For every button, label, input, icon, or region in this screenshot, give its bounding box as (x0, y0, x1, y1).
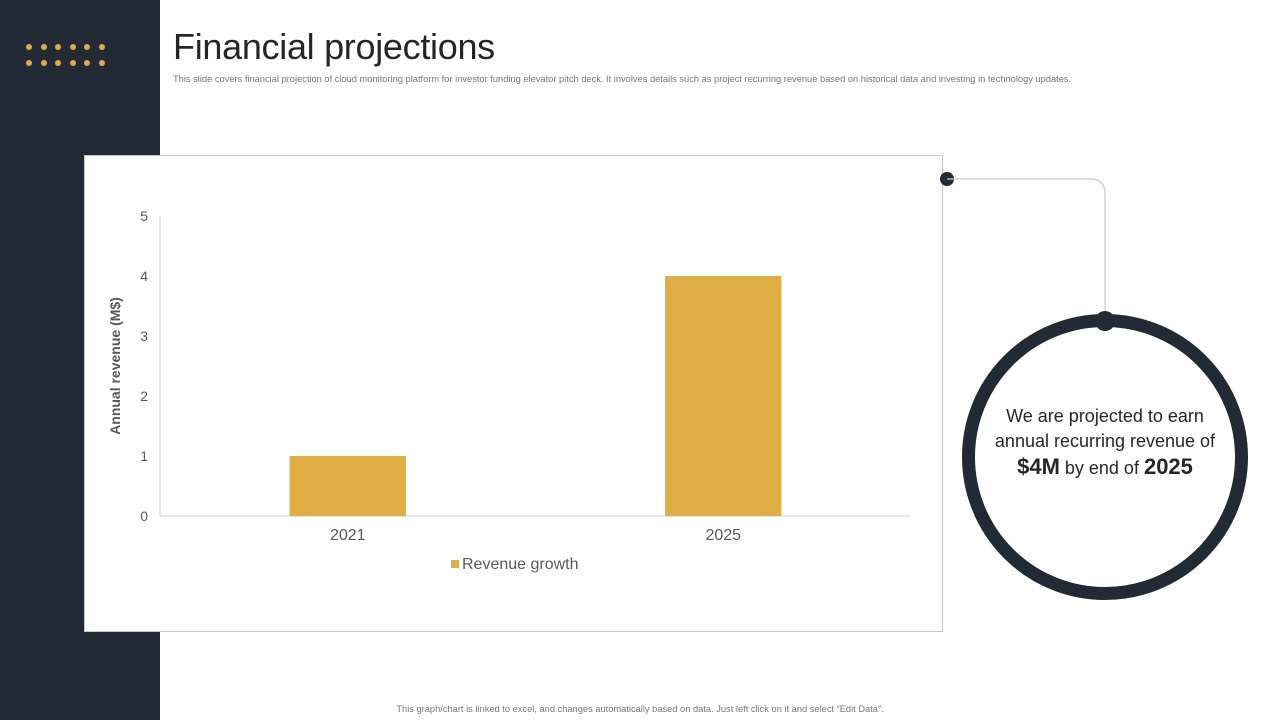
y-tick-label: 3 (140, 328, 148, 344)
callout-text: We are projected to earn annual recurrin… (992, 404, 1218, 481)
decorative-dot (40, 60, 47, 66)
legend-swatch (451, 560, 459, 568)
decorative-dot (26, 60, 32, 66)
decorative-dot (84, 44, 90, 50)
revenue-chart-svg: 0 1 2 3 4 5 Annual revenue (M$) 2021 2025 Revenue… (107, 208, 911, 573)
revenue-chart[interactable]: 0 1 2 3 4 5 Annual revenue (M$) 2021 2025 Revenue… (84, 155, 943, 632)
x-tick-label: 2025 (705, 527, 741, 544)
x-tick-label: 2021 (330, 527, 366, 544)
decorative-dot (55, 44, 61, 50)
y-tick-label: 1 (140, 448, 148, 464)
footer-note-text: This graph/chart is linked to excel, and… (396, 704, 884, 714)
connector-line (947, 178, 1106, 320)
decorative-dot (84, 60, 90, 66)
decorative-dot (55, 60, 61, 66)
y-tick-label: 5 (140, 208, 148, 224)
y-axis-title: Annual revenue (M$) (107, 297, 123, 435)
y-tick-label: 4 (140, 268, 148, 284)
y-tick-label: 0 (140, 508, 148, 524)
callout-text-part-2: by end of (1059, 458, 1144, 478)
footer-note: This graph/chart is linked to excel, and… (0, 704, 1280, 714)
callout-year: 2025 (1143, 454, 1193, 479)
decorative-dot (69, 60, 76, 66)
decorative-dot (26, 44, 32, 50)
callout-amount: $4M (1017, 454, 1060, 479)
decorative-dots (26, 44, 110, 70)
decorative-dot (69, 44, 76, 50)
decorative-dot (98, 44, 105, 50)
callout-ring-dot (1095, 311, 1115, 331)
decorative-dot (40, 44, 47, 50)
callout-connector (940, 172, 1106, 320)
legend-label: Revenue growth (462, 556, 579, 573)
bar-2025 (665, 276, 782, 516)
page-title: Financial projections (173, 26, 495, 67)
page-subtitle: This slide covers financial projection o… (173, 74, 1072, 84)
bar-2021 (289, 456, 406, 516)
y-tick-label: 2 (140, 388, 148, 404)
callout-text-part-1: We are projected to earn annual recurrin… (994, 406, 1216, 451)
decorative-dot (98, 60, 105, 66)
